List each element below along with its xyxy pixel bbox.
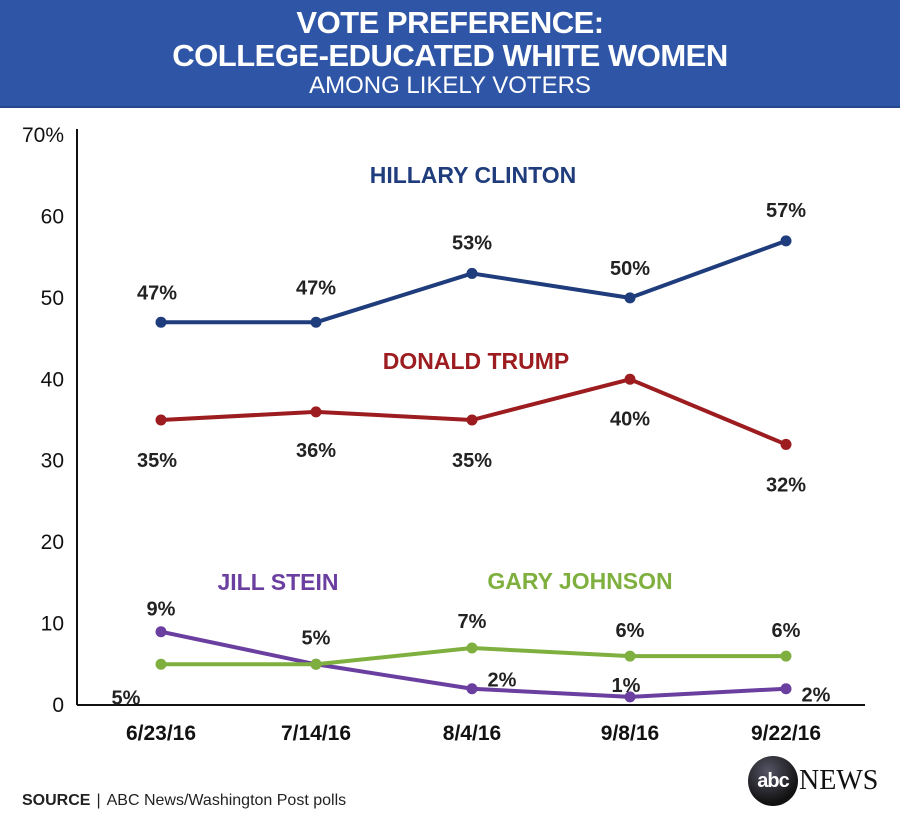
data-label: 9% <box>147 599 176 621</box>
y-tick-label: 60 <box>41 205 64 228</box>
data-point <box>780 438 792 450</box>
data-point <box>155 414 167 426</box>
data-label: 47% <box>137 282 177 304</box>
data-point <box>310 316 322 328</box>
data-point <box>624 292 636 304</box>
data-point <box>624 691 636 703</box>
data-point <box>780 235 792 247</box>
data-label: 5% <box>112 687 141 709</box>
data-point <box>624 650 636 662</box>
y-tick-label: 10 <box>41 613 64 636</box>
chart-title: VOTE PREFERENCE: COLLEGE-EDUCATED WHITE … <box>172 5 728 73</box>
data-point <box>310 406 322 418</box>
x-tick-label: 9/8/16 <box>601 722 659 745</box>
data-point <box>780 683 792 695</box>
series-label: DONALD TRUMP <box>383 348 570 374</box>
source-text: ABC News/Washington Post polls <box>106 792 347 809</box>
data-point <box>310 658 322 670</box>
data-label: 36% <box>296 440 336 462</box>
data-point <box>624 373 636 385</box>
data-point <box>466 642 478 654</box>
x-tick-label: 8/4/16 <box>443 722 501 745</box>
y-tick-label: 20 <box>41 531 64 554</box>
data-label: 6% <box>616 620 645 642</box>
series-label: GARY JOHNSON <box>487 568 672 594</box>
y-tick-label: 40 <box>41 368 64 391</box>
chart-subtitle: AMONG LIKELY VOTERS <box>309 72 591 99</box>
y-tick-label: 50 <box>41 287 64 310</box>
data-label: 5% <box>302 627 331 649</box>
data-label: 50% <box>610 258 650 280</box>
y-tick-label: 0 <box>52 694 64 717</box>
data-label: 2% <box>488 670 517 692</box>
data-point <box>155 626 167 638</box>
source-label: SOURCE <box>22 792 91 809</box>
abc-logo-ball: abc <box>748 756 798 806</box>
data-label: 40% <box>610 408 650 430</box>
source-note: SOURCE | ABC News/Washington Post polls <box>22 792 347 809</box>
data-label: 32% <box>766 474 806 496</box>
data-label: 53% <box>452 232 492 254</box>
data-label: 35% <box>452 450 492 472</box>
data-point <box>155 658 167 670</box>
data-label: 57% <box>766 200 806 222</box>
abc-news-logo: abc NEWS <box>748 756 878 806</box>
y-tick-label: 30 <box>41 450 64 473</box>
data-point <box>466 414 478 426</box>
data-label: 1% <box>612 675 641 697</box>
data-point <box>155 316 167 328</box>
series-label: HILLARY CLINTON <box>370 162 577 188</box>
data-point <box>780 650 792 662</box>
data-label: 47% <box>296 277 336 299</box>
y-tick-label: 70% <box>22 124 64 147</box>
news-logo-text: NEWS <box>799 765 879 796</box>
data-point <box>466 267 478 279</box>
data-label: 7% <box>458 611 487 633</box>
data-label: 35% <box>137 450 177 472</box>
x-tick-label: 9/22/16 <box>751 722 821 745</box>
series-label: JILL STEIN <box>218 569 339 595</box>
data-label: 6% <box>772 620 801 642</box>
header-banner: VOTE PREFERENCE: COLLEGE-EDUCATED WHITE … <box>0 0 900 108</box>
x-tick-label: 6/23/16 <box>126 722 196 745</box>
data-label: 2% <box>802 685 831 707</box>
series-line-1 <box>160 377 787 447</box>
data-point <box>466 683 478 695</box>
x-tick-label: 7/14/16 <box>281 722 351 745</box>
